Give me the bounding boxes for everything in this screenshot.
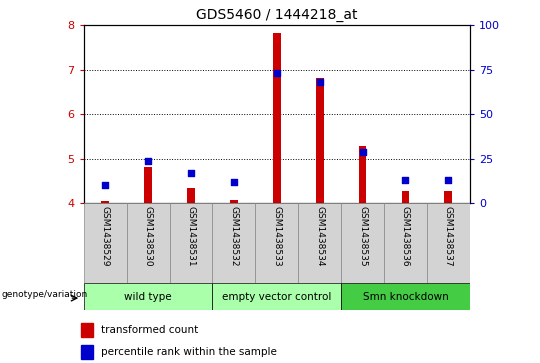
Point (444, 177, 453, 183)
Text: GSM1438529: GSM1438529 (100, 206, 110, 266)
Text: GSM1438537: GSM1438537 (444, 206, 453, 266)
Point (315, 79, 324, 85)
Point (401, 177, 410, 183)
Bar (341, 283, 470, 310)
Text: GSM1438533: GSM1438533 (272, 206, 281, 266)
Point (144, 158, 152, 163)
Bar (444, 191, 452, 203)
Point (273, 70, 281, 76)
Text: GSM1438530: GSM1438530 (144, 206, 153, 266)
Text: Smn knockdown: Smn knockdown (362, 292, 448, 302)
Text: wild type: wild type (124, 292, 172, 302)
Text: GSM1438531: GSM1438531 (186, 206, 195, 266)
Point (187, 170, 195, 176)
Bar (384, 203, 427, 283)
Bar (212, 203, 255, 283)
Bar (102, 201, 109, 203)
Bar (230, 200, 238, 203)
Point (101, 183, 110, 188)
Bar (84, 283, 212, 310)
Bar (187, 188, 195, 203)
Bar (84, 203, 126, 283)
Bar (212, 283, 341, 310)
Bar (316, 78, 323, 203)
Bar (170, 203, 212, 283)
Bar (298, 203, 341, 283)
Text: percentile rank within the sample: percentile rank within the sample (100, 347, 276, 357)
Bar (341, 203, 384, 283)
Title: GDS5460 / 1444218_at: GDS5460 / 1444218_at (196, 8, 357, 22)
Text: GSM1438534: GSM1438534 (315, 206, 324, 266)
Text: GSM1438535: GSM1438535 (358, 206, 367, 266)
Bar (255, 203, 298, 283)
Bar (402, 191, 409, 203)
Bar (427, 203, 470, 283)
Bar (81, 345, 93, 359)
Point (358, 149, 367, 155)
Text: GSM1438532: GSM1438532 (230, 206, 238, 266)
Bar (81, 323, 93, 337)
Bar (273, 33, 281, 203)
Point (230, 179, 238, 185)
Text: transformed count: transformed count (100, 325, 198, 335)
Bar (144, 167, 152, 203)
Text: GSM1438536: GSM1438536 (401, 206, 410, 266)
Bar (359, 146, 367, 203)
Bar (126, 203, 170, 283)
Text: empty vector control: empty vector control (222, 292, 332, 302)
Text: genotype/variation: genotype/variation (2, 290, 88, 298)
